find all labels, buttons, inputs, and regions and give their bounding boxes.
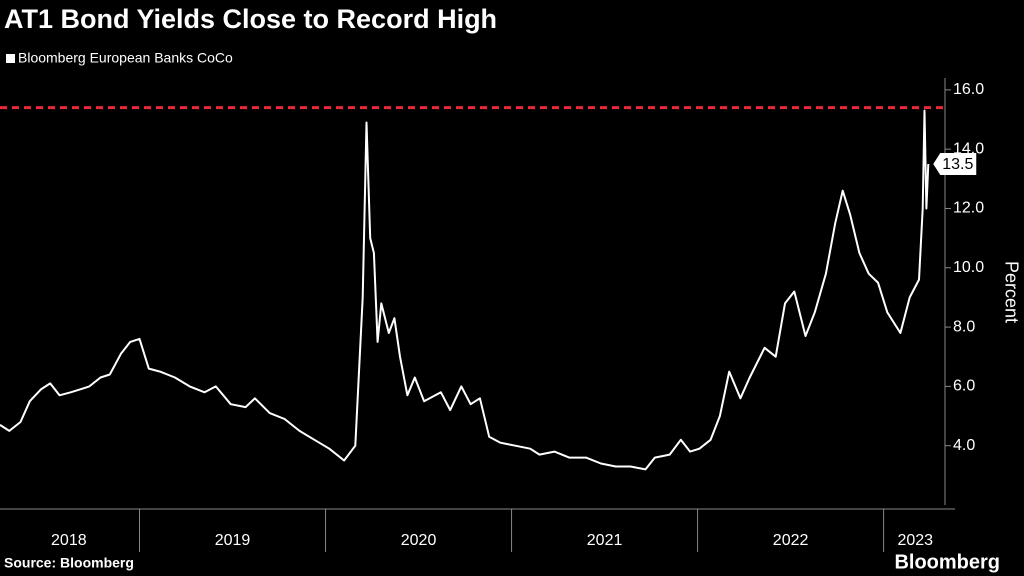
y-tick-label: 12.0: [953, 200, 984, 217]
x-tick-label: 2022: [773, 532, 809, 549]
chart-title: AT1 Bond Yields Close to Record High: [4, 4, 497, 34]
x-tick-label: 2018: [51, 532, 87, 549]
y-tick-label: 8.0: [953, 318, 975, 335]
y-tick-label: 4.0: [953, 437, 975, 454]
source: Source: Bloomberg: [4, 555, 134, 571]
x-tick-label: 2019: [215, 532, 251, 549]
legend-swatch: [6, 54, 15, 63]
y-tick-label: 10.0: [953, 259, 984, 276]
y-axis-label: Percent: [1001, 261, 1021, 323]
brand: Bloomberg: [894, 551, 1000, 573]
x-tick-label: 2023: [897, 532, 933, 549]
x-tick-label: 2020: [401, 532, 437, 549]
y-tick-label: 6.0: [953, 378, 975, 395]
y-tick-label: 16.0: [953, 81, 984, 98]
legend-label: Bloomberg European Banks CoCo: [18, 50, 233, 66]
series-line: [0, 109, 930, 471]
x-tick-label: 2021: [587, 532, 623, 549]
last-value-label: 13.5: [942, 156, 973, 173]
last-value-box: [933, 152, 977, 175]
